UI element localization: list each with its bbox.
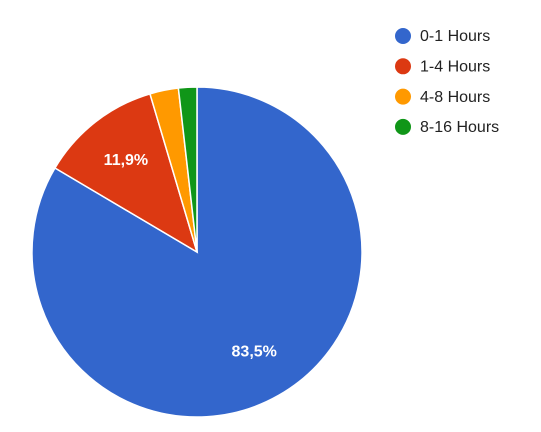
legend-label: 1-4 Hours (420, 59, 490, 76)
legend-swatch (395, 28, 411, 44)
pie-slice (177, 86, 198, 253)
slice-label: 83,5% (232, 344, 277, 361)
legend-label: 0-1 Hours (420, 28, 490, 45)
slice-label: 11,9% (104, 152, 148, 169)
legend-swatch (395, 58, 411, 75)
legend-swatch (395, 88, 411, 105)
legend-swatch (395, 118, 411, 135)
legend-label: 8-16 Hours (420, 119, 499, 136)
legend-label: 4-8 Hours (420, 89, 490, 106)
pie-slice (31, 86, 363, 418)
